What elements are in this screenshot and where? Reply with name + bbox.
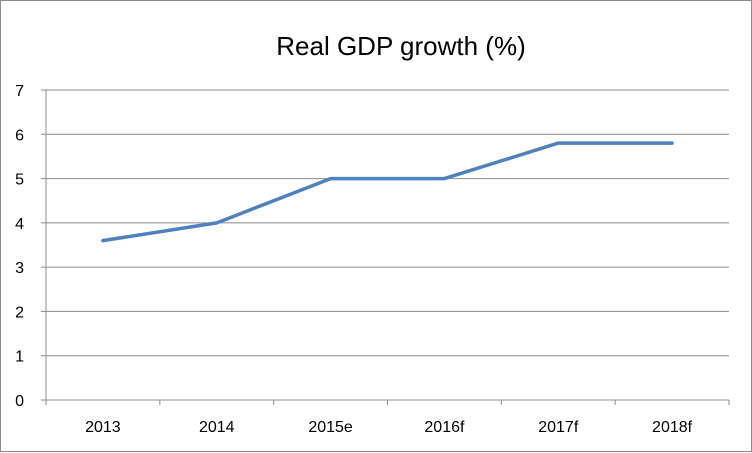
y-axis-tick-labels: 0 1 2 3 4 5 6 7 — [15, 83, 24, 410]
y-tick-label: 4 — [15, 216, 24, 233]
y-tick-label: 2 — [15, 304, 24, 321]
chart-title: Real GDP growth (%) — [276, 31, 526, 61]
data-point — [671, 142, 673, 144]
gridlines — [46, 89, 729, 357]
series-lines — [101, 141, 674, 243]
x-tick-label: 2013 — [85, 419, 121, 436]
y-tick-label: 0 — [15, 393, 24, 410]
y-tick-label: 1 — [15, 349, 24, 366]
data-point — [557, 142, 559, 144]
x-tick-label: 2018f — [652, 419, 693, 436]
x-tick-label: 2015e — [308, 419, 353, 436]
axes — [41, 89, 730, 405]
data-point — [443, 178, 445, 180]
y-tick-label: 7 — [15, 83, 24, 100]
data-point — [330, 178, 332, 180]
data-point — [216, 222, 218, 224]
x-tick-label: 2017f — [538, 419, 579, 436]
y-tick-label: 3 — [15, 260, 24, 277]
series-line — [101, 141, 674, 243]
x-tick-label: 2014 — [199, 419, 235, 436]
x-tick-label: 2016f — [424, 419, 465, 436]
x-axis-tick-labels: 2013 2014 2015e 2016f 2017f 2018f — [85, 419, 693, 436]
y-tick-label: 5 — [15, 172, 24, 189]
y-tick-label: 6 — [15, 127, 24, 144]
data-point — [102, 240, 104, 242]
